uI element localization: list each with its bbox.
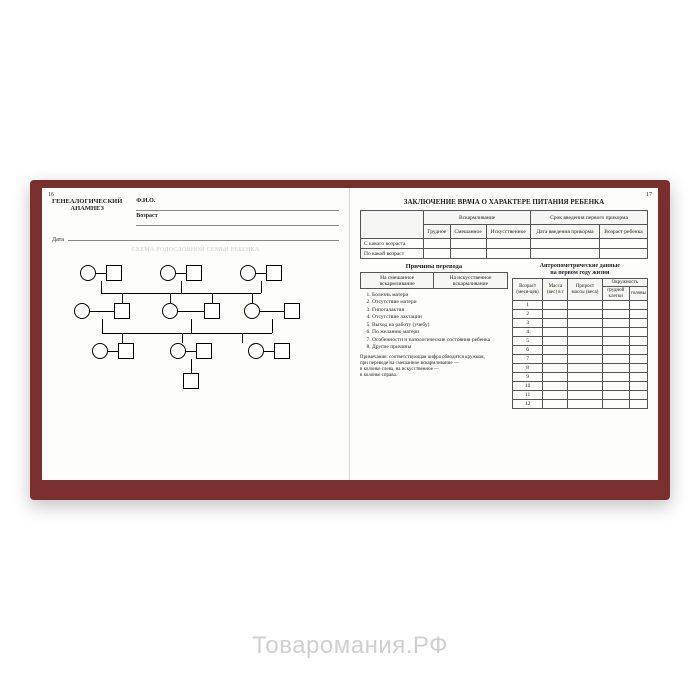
reasons-title: Причины перевода <box>360 263 508 270</box>
watermark-text: Товаромания.РФ <box>0 632 700 660</box>
reason-item: Отсутствие лактации <box>372 314 508 321</box>
reasons-list: Болезнь матери Отсутствие матери Гипогал… <box>372 292 508 351</box>
anthro-row: 8 <box>512 363 543 372</box>
row-to-age: По какой возраст <box>361 249 424 259</box>
th-chest: грудной клетки <box>602 287 629 301</box>
age-label: Возраст <box>136 213 157 219</box>
date-row: Дата <box>52 234 339 243</box>
page-number-left: 16 <box>48 192 54 198</box>
anthro-row: 4 <box>512 327 543 336</box>
tree-caption: СХЕМА РОДОСЛОВНОЙ СЕМЬИ РЕБЕНКА <box>52 247 339 253</box>
reasons-block: Причины перевода На смешанное вскармлива… <box>360 263 508 379</box>
th-date-intro: Дата введения прикорма <box>531 225 600 239</box>
th-circ: Окружность <box>602 279 647 287</box>
th-mass: Масса (вес) в г <box>543 279 568 301</box>
anthro-row: 11 <box>512 390 543 399</box>
th-feeding: Вскармливание <box>424 211 531 225</box>
reasons-note: Примечание: соответствующая цифра обводи… <box>360 355 508 379</box>
reason-item: Болезнь матери <box>372 292 508 299</box>
th-to-artificial: На искусственное вскармливание <box>434 273 507 289</box>
fio-block: Ф.И.О. Возраст <box>136 198 339 228</box>
anthro-row: 10 <box>512 381 543 390</box>
feeding-table: Вскармливание Срок введения первого прик… <box>360 210 648 259</box>
anthro-block: Антропометрические данные на первом году… <box>512 263 648 409</box>
age-line <box>136 219 339 226</box>
th-age-mo: Возраст (меся-цев) <box>512 279 543 301</box>
th-artificial: Искусственное <box>486 225 531 239</box>
book-cover: 16 ГЕНЕАЛОГИЧЕСКИЙ АНАМНЕЗ Ф.И.О. Возрас… <box>30 180 670 500</box>
genealogy-tree <box>52 261 339 391</box>
right-title: ЗАКЛЮЧЕНИЕ ВРАЧА О ХАРАКТЕРЕ ПИТАНИЯ РЕБ… <box>360 198 648 206</box>
left-title-l2: АНАМНЕЗ <box>52 205 122 212</box>
reason-item: Выход на работу (учебу) <box>372 322 508 329</box>
th-head: головы <box>629 287 647 301</box>
reason-item: Гипогалактия <box>372 307 508 314</box>
anthro-row: 5 <box>512 336 543 345</box>
row-from-age: С какого возраста <box>361 239 424 249</box>
fio-line <box>136 204 339 211</box>
date-label: Дата <box>52 237 64 243</box>
anthro-row: 2 <box>512 309 543 318</box>
anthro-title: Антропометрические данные на первом году… <box>512 263 648 276</box>
reasons-header-table: На смешанное вскармливание На искусствен… <box>360 272 508 289</box>
anthro-row: 12 <box>512 399 543 408</box>
th-to-mixed: На смешанное вскармливание <box>361 273 434 289</box>
anthro-row: 1 <box>512 300 543 309</box>
th-mixed: Смешанное <box>450 225 486 239</box>
page-number-right: 17 <box>646 192 652 198</box>
left-title-l1: ГЕНЕАЛОГИЧЕСКИЙ <box>52 198 122 205</box>
th-child-age: Возраст ребенка <box>599 225 647 239</box>
reason-item: По желанию матери <box>372 329 508 336</box>
anthro-table: Возраст (меся-цев) Масса (вес) в г Приро… <box>512 278 648 409</box>
fio-label: Ф.И.О. <box>136 198 155 204</box>
anthro-row: 9 <box>512 372 543 381</box>
reason-item: Другие причины <box>372 344 508 351</box>
th-gain: Прирост массы (веса) <box>568 279 602 301</box>
anthro-row: 7 <box>512 354 543 363</box>
left-page: 16 ГЕНЕАЛОГИЧЕСКИЙ АНАМНЕЗ Ф.И.О. Возрас… <box>42 188 350 480</box>
right-page: 17 ЗАКЛЮЧЕНИЕ ВРАЧА О ХАРАКТЕРЕ ПИТАНИЯ … <box>350 188 658 480</box>
th-term: Срок введения первого прикорма <box>531 211 648 225</box>
reason-item: Отсутствие матери <box>372 299 508 306</box>
reason-item: Особенности и патологические состояния р… <box>372 337 508 344</box>
th-breast: Грудное <box>424 225 450 239</box>
anthro-row: 6 <box>512 345 543 354</box>
anthro-row: 3 <box>512 318 543 327</box>
page-spread: 16 ГЕНЕАЛОГИЧЕСКИЙ АНАМНЕЗ Ф.И.О. Возрас… <box>42 188 658 480</box>
left-title: ГЕНЕАЛОГИЧЕСКИЙ АНАМНЕЗ <box>52 198 122 228</box>
